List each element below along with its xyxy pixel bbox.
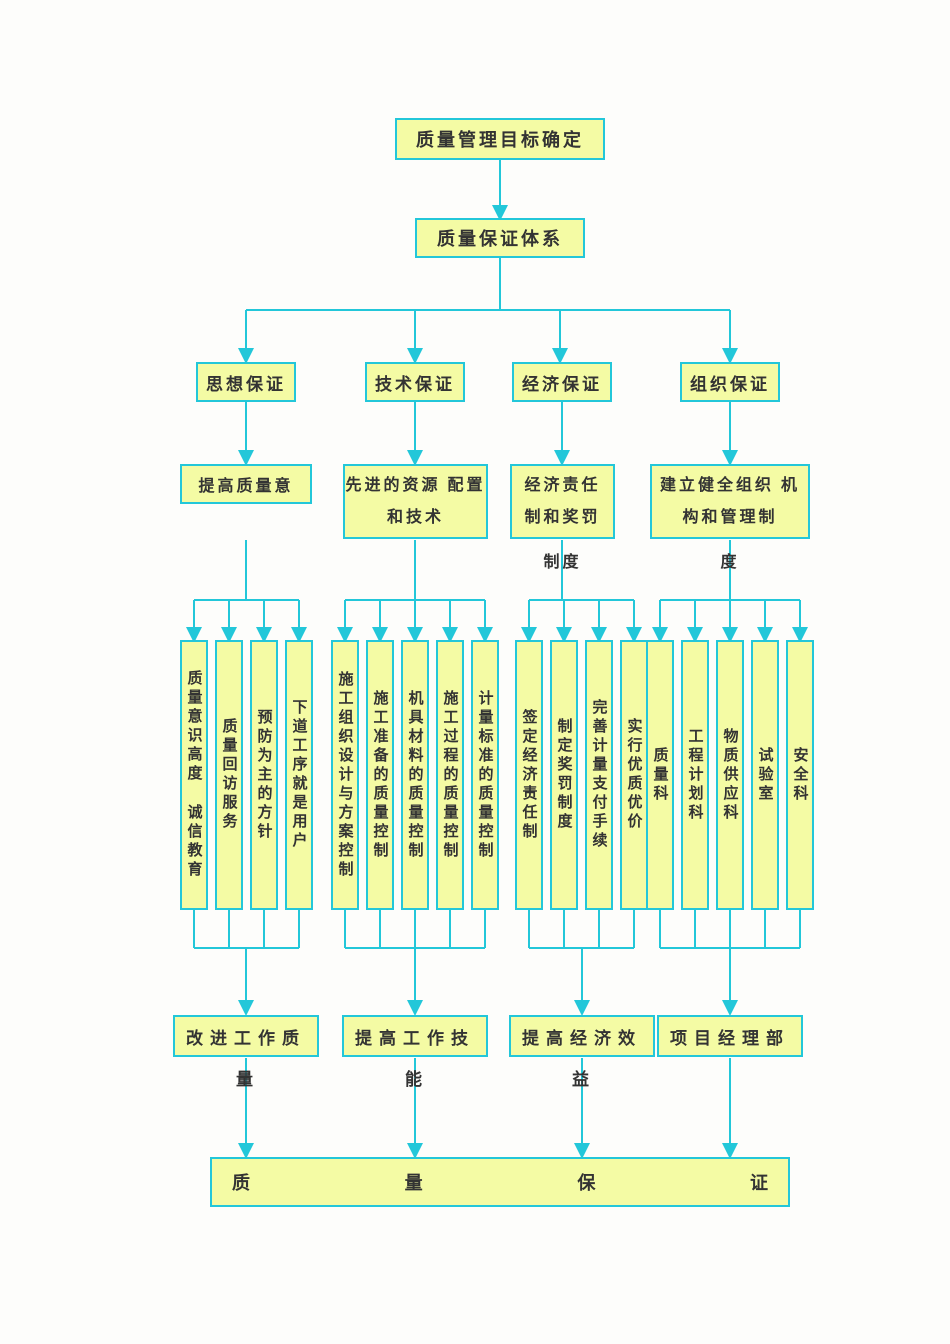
- leaf-b3-0: 签定经济责任制: [515, 640, 543, 910]
- label: 试验室: [755, 747, 776, 804]
- summary-3-overflow: 益: [509, 1065, 655, 1090]
- label: 质量意识高度 诚信教育: [184, 670, 205, 880]
- branch-3-title: 经济保证: [512, 362, 612, 402]
- label: 提高工作技: [355, 1024, 475, 1049]
- label: 物质供应科: [720, 728, 741, 823]
- leaf-b4-4: 安全科: [786, 640, 814, 910]
- branch-3-sub-overflow: 制度: [510, 548, 615, 572]
- leaf-b3-1: 制定奖罚制度: [550, 640, 578, 910]
- label: 预防为主的方针: [254, 709, 275, 842]
- label: 工程计划科: [685, 728, 706, 823]
- label: 思想保证: [206, 370, 286, 395]
- summary-3: 提高经济效: [509, 1015, 655, 1057]
- label: 组织保证: [690, 370, 770, 395]
- label: 质量保证体系: [437, 225, 563, 251]
- label: 建立健全组织 机构和管理制: [652, 470, 808, 534]
- label: 施工组织设计与方案控制: [335, 671, 356, 880]
- summary-2: 提高工作技: [342, 1015, 488, 1057]
- label: 技术保证: [375, 370, 455, 395]
- leaf-b1-2: 预防为主的方针: [250, 640, 278, 910]
- label: 改进工作质: [186, 1024, 306, 1049]
- leaf-b1-3: 下道工序就是用户: [285, 640, 313, 910]
- label: 施工过程的质量控制: [440, 690, 461, 861]
- label: 质量回访服务: [219, 718, 240, 832]
- leaf-b3-3: 实行优质优价: [620, 640, 648, 910]
- label: 质量科: [650, 747, 671, 804]
- node-system: 质量保证体系: [415, 218, 585, 258]
- node-final: 质 量 保 证: [210, 1157, 790, 1207]
- leaf-b4-0: 质量科: [646, 640, 674, 910]
- branch-1-title: 思想保证: [196, 362, 296, 402]
- label: 项目经理部: [670, 1024, 790, 1049]
- label: 提高经济效: [522, 1024, 642, 1049]
- leaf-b2-0: 施工组织设计与方案控制: [331, 640, 359, 910]
- leaf-b4-1: 工程计划科: [681, 640, 709, 910]
- leaf-b2-1: 施工准备的质量控制: [366, 640, 394, 910]
- branch-2-sub: 先进的资源 配置和技术: [343, 464, 488, 539]
- branch-1-sub: 提高质量意: [180, 464, 312, 504]
- branch-4-sub-overflow: 度: [650, 548, 810, 572]
- label: 机具材料的质量控制: [405, 690, 426, 861]
- label: 计量标准的质量控制: [475, 690, 496, 861]
- summary-1: 改进工作质: [173, 1015, 319, 1057]
- label: 下道工序就是用户: [289, 699, 310, 851]
- label: 制定奖罚制度: [554, 718, 575, 832]
- leaf-b1-0: 质量意识高度 诚信教育: [180, 640, 208, 910]
- label: 质 量 保 证: [232, 1169, 768, 1195]
- leaf-b1-1: 质量回访服务: [215, 640, 243, 910]
- leaf-b4-3: 试验室: [751, 640, 779, 910]
- label: 经济责任 制和奖罚: [512, 470, 613, 534]
- leaf-b4-2: 物质供应科: [716, 640, 744, 910]
- flowchart-canvas: 质量管理目标确定 质量保证体系 思想保证 技术保证 经济保证 组织保证 提高质量…: [0, 0, 950, 1344]
- branch-3-sub: 经济责任 制和奖罚: [510, 464, 615, 539]
- leaf-b2-2: 机具材料的质量控制: [401, 640, 429, 910]
- label: 签定经济责任制: [519, 709, 540, 842]
- branch-2-title: 技术保证: [365, 362, 465, 402]
- branch-4-sub: 建立健全组织 机构和管理制: [650, 464, 810, 539]
- summary-4: 项目经理部: [657, 1015, 803, 1057]
- summary-1-overflow: 量: [173, 1065, 319, 1090]
- label: 安全科: [790, 747, 811, 804]
- label: 施工准备的质量控制: [370, 690, 391, 861]
- summary-2-overflow: 能: [342, 1065, 488, 1090]
- label: 提高质量意: [198, 472, 293, 496]
- branch-4-title: 组织保证: [680, 362, 780, 402]
- label: 实行优质优价: [624, 718, 645, 832]
- node-goal: 质量管理目标确定: [395, 118, 605, 160]
- leaf-b3-2: 完善计量支付手续: [585, 640, 613, 910]
- label: 质量管理目标确定: [416, 126, 584, 152]
- leaf-b2-4: 计量标准的质量控制: [471, 640, 499, 910]
- leaf-b2-3: 施工过程的质量控制: [436, 640, 464, 910]
- label: 完善计量支付手续: [589, 699, 610, 851]
- label: 先进的资源 配置和技术: [345, 470, 486, 534]
- label: 经济保证: [522, 370, 602, 395]
